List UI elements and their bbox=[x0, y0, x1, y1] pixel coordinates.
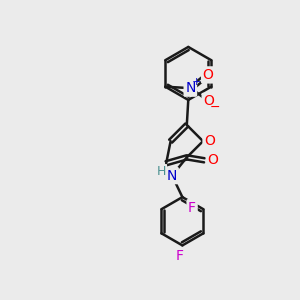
Text: O: O bbox=[203, 94, 214, 108]
Text: H: H bbox=[157, 165, 167, 178]
Text: O: O bbox=[207, 153, 218, 167]
Text: N: N bbox=[185, 81, 196, 95]
Text: N: N bbox=[167, 169, 177, 183]
Text: −: − bbox=[210, 101, 220, 114]
Text: F: F bbox=[176, 249, 183, 263]
Text: +: + bbox=[192, 77, 202, 87]
Text: O: O bbox=[204, 134, 215, 148]
Text: F: F bbox=[188, 201, 196, 215]
Text: O: O bbox=[202, 68, 214, 82]
